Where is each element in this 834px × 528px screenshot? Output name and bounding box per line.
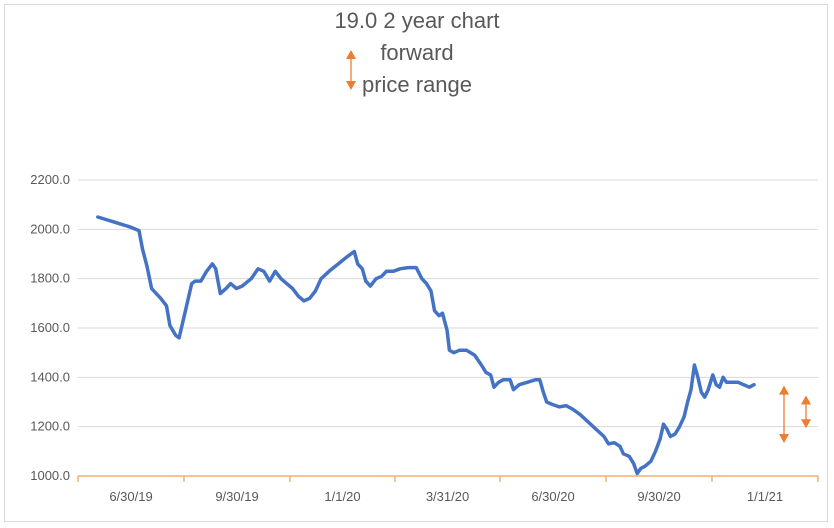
range-marker-arrow-icon	[779, 385, 789, 443]
chart-title-line-3: price range	[361, 72, 473, 97]
x-tick-label: 6/30/19	[109, 489, 152, 504]
y-tick-label: 1200.0	[30, 419, 70, 434]
price-range-arrow-icon	[346, 50, 356, 90]
chart-frame	[4, 4, 828, 522]
x-tick-label: 3/31/20	[426, 489, 469, 504]
chart-title-line-1: 19.0 2 year chart	[334, 8, 500, 33]
x-tick-label: 1/1/20	[324, 489, 360, 504]
y-tick-label: 1600.0	[30, 320, 70, 335]
range-marker-arrow-icon	[801, 395, 811, 429]
x-tick-label: 9/30/19	[215, 489, 258, 504]
x-tick-label: 6/30/20	[531, 489, 574, 504]
y-tick-label: 2000.0	[30, 221, 70, 236]
x-tick-label: 1/1/21	[747, 489, 783, 504]
price-series-line	[96, 215, 756, 476]
y-tick-label: 2200.0	[30, 172, 70, 187]
x-tick-label: 9/30/20	[637, 489, 680, 504]
y-tick-label: 1800.0	[30, 271, 70, 286]
chart-title-line-2: forward	[380, 40, 454, 65]
y-tick-label: 1400.0	[30, 369, 70, 384]
y-tick-label: 1000.0	[30, 468, 70, 483]
